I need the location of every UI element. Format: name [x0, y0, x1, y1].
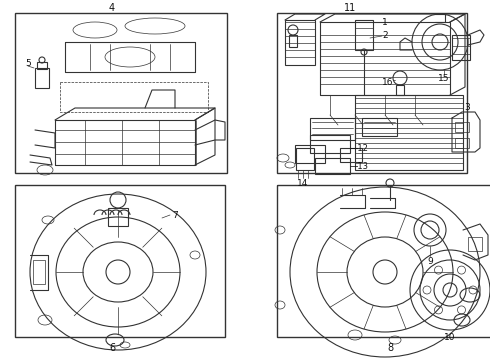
Bar: [310, 118, 355, 140]
Bar: [296, 148, 314, 170]
Bar: [452, 35, 470, 60]
Text: 9: 9: [427, 257, 433, 266]
Text: 2: 2: [382, 31, 388, 40]
Bar: [355, 95, 463, 170]
Bar: [468, 237, 482, 251]
Text: 16: 16: [382, 77, 394, 86]
Text: 6: 6: [109, 343, 115, 353]
Bar: [289, 35, 297, 47]
Text: 11: 11: [344, 3, 356, 13]
Bar: [33, 260, 45, 284]
Text: —12: —12: [350, 144, 369, 153]
Text: 4: 4: [109, 3, 115, 13]
Bar: [455, 138, 469, 148]
Bar: [285, 20, 315, 65]
Bar: [362, 118, 397, 136]
Text: 15: 15: [438, 73, 450, 82]
Bar: [15, 185, 225, 337]
Bar: [295, 145, 325, 163]
Bar: [60, 82, 208, 112]
Bar: [396, 85, 404, 95]
Bar: [315, 158, 350, 174]
Bar: [340, 148, 362, 162]
Text: —13: —13: [350, 162, 369, 171]
Text: 8: 8: [387, 343, 393, 353]
Bar: [15, 13, 227, 173]
Bar: [355, 20, 373, 50]
Text: 10: 10: [444, 333, 456, 342]
Bar: [108, 208, 128, 226]
Bar: [310, 135, 350, 153]
Text: 14: 14: [297, 179, 309, 188]
Text: 1: 1: [382, 18, 388, 27]
Bar: [35, 68, 49, 88]
Bar: [37, 62, 47, 69]
Text: 3: 3: [464, 103, 470, 112]
Bar: [277, 185, 490, 337]
Bar: [277, 13, 467, 173]
Text: 7: 7: [172, 211, 178, 220]
Bar: [455, 122, 469, 132]
Text: 5: 5: [25, 59, 31, 68]
